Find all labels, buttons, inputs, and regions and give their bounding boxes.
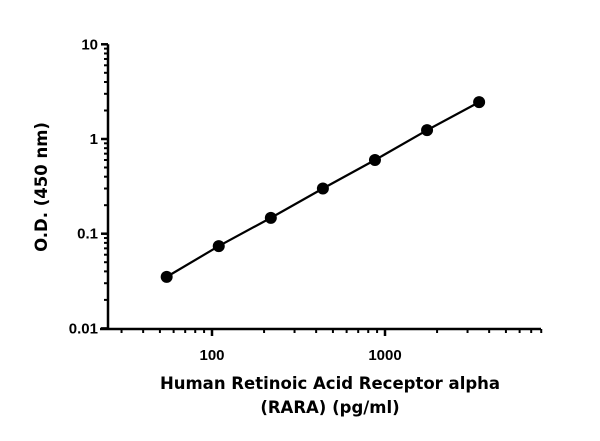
y-axis-title: O.D. (450 nm) bbox=[32, 122, 51, 252]
data-point bbox=[368, 154, 381, 167]
data-point bbox=[316, 182, 329, 195]
plot-area bbox=[160, 96, 486, 283]
y-tick-label: 0.1 bbox=[77, 226, 98, 243]
data-point bbox=[212, 240, 225, 253]
data-point bbox=[160, 270, 173, 283]
x-tick-label: 1000 bbox=[368, 347, 401, 364]
y-tick-label: 1 bbox=[90, 131, 98, 148]
axes: 0.01 0.1 1 10 100 1000 bbox=[69, 36, 543, 364]
x-axis-title-line-1: Human Retinoic Acid Receptor alpha bbox=[159, 374, 501, 393]
x-tick-label: 100 bbox=[199, 347, 224, 364]
x-axis-title-line-2: (RARA) (pg/ml) bbox=[260, 398, 400, 417]
x-axis-title: Human Retinoic Acid Receptor alpha (RARA… bbox=[80, 372, 580, 420]
data-point bbox=[473, 96, 486, 109]
data-point bbox=[421, 124, 434, 137]
y-tick-label: 10 bbox=[81, 36, 98, 53]
y-tick-label: 0.01 bbox=[69, 320, 98, 337]
data-point bbox=[264, 211, 277, 224]
